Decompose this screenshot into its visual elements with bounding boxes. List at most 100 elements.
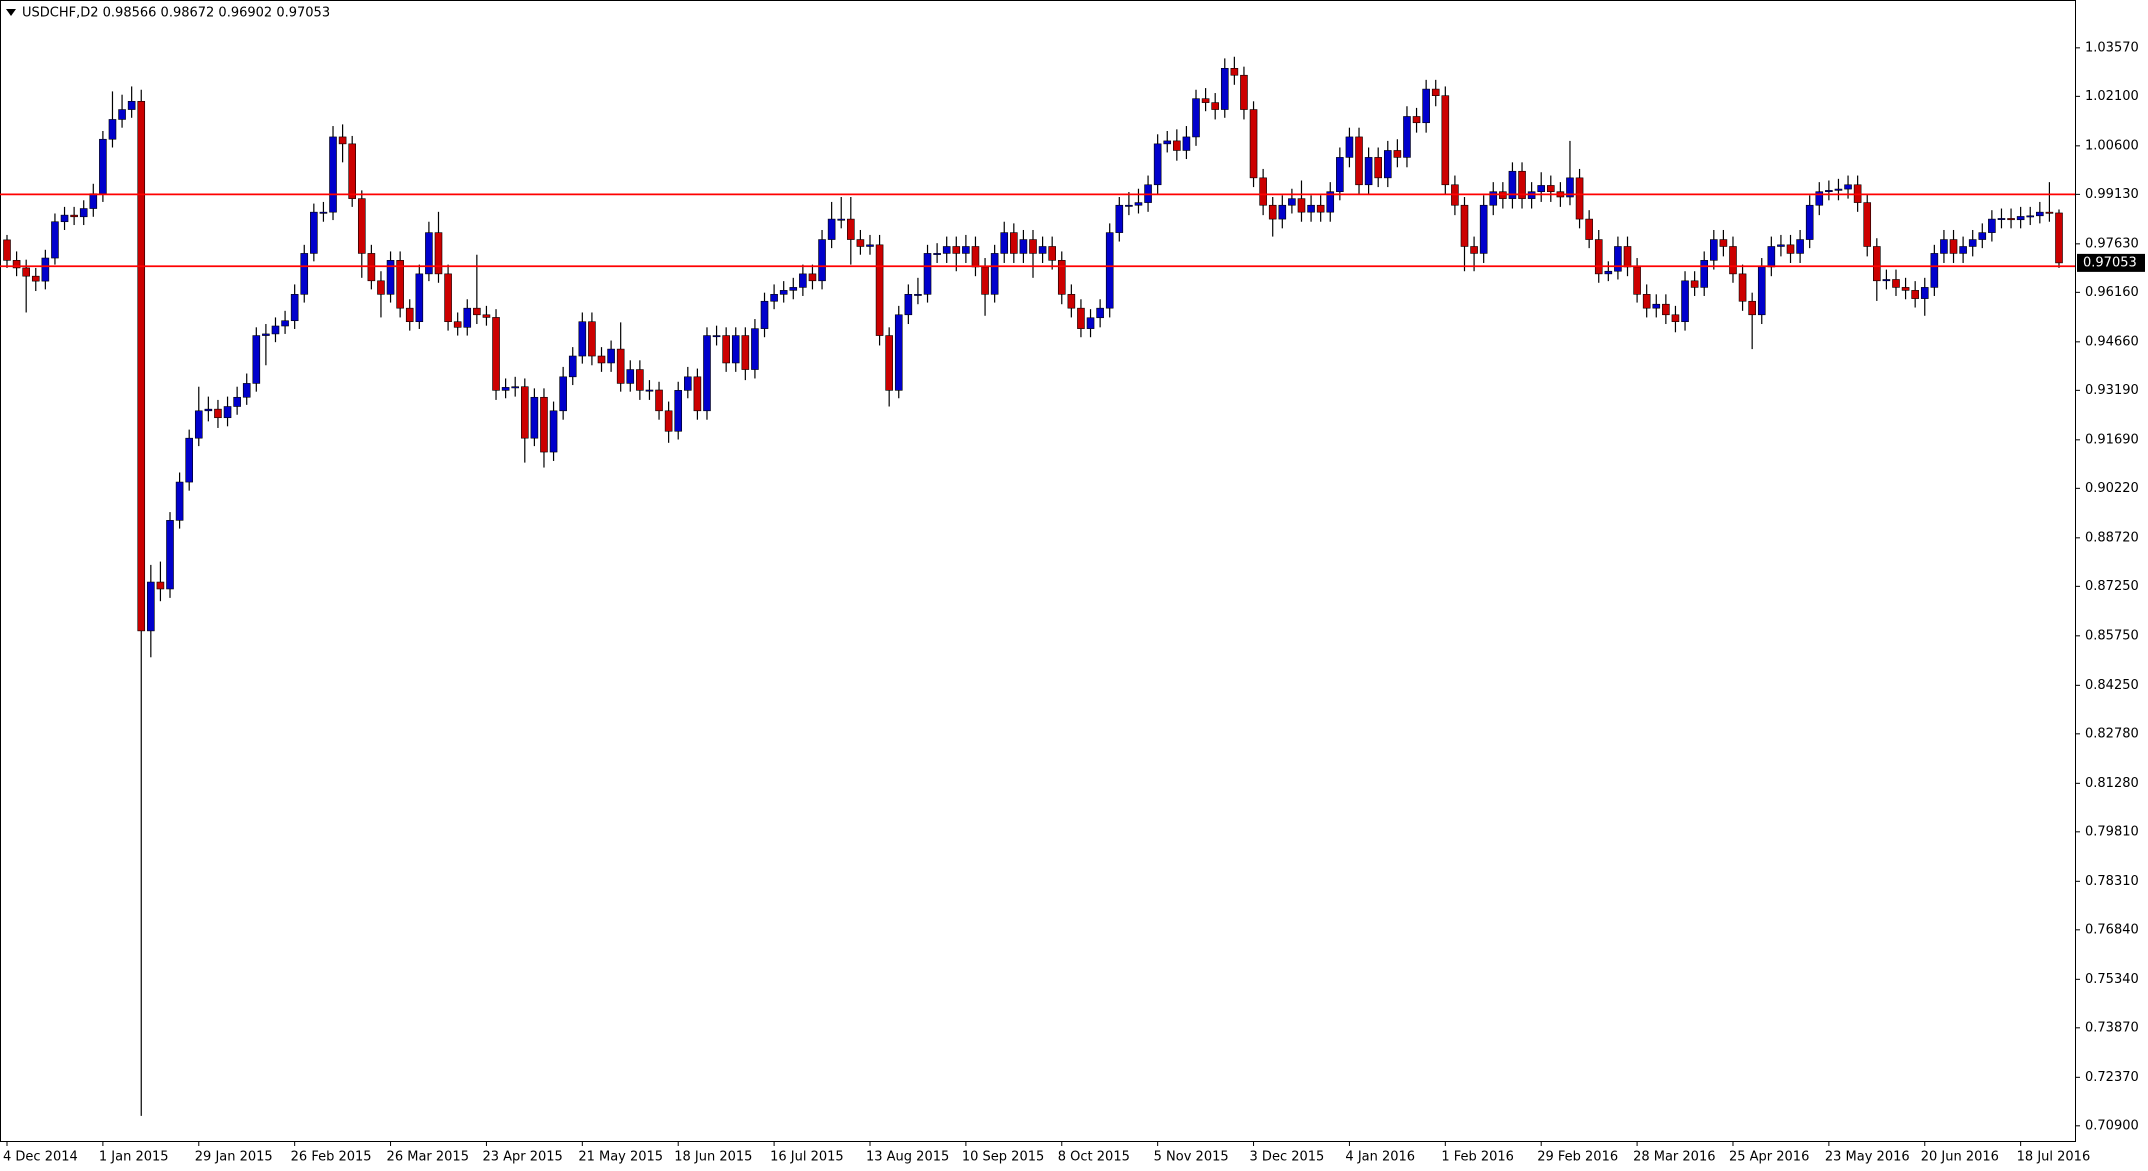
x-tick-label: 23 Apr 2015 (482, 1150, 562, 1165)
candle-body (1489, 191, 1498, 206)
candle-body (808, 273, 817, 282)
candle-body (1441, 95, 1450, 186)
candle-body (703, 335, 711, 412)
candle-body (779, 290, 788, 295)
candle-body (2055, 212, 2063, 264)
candle-body (2026, 215, 2035, 218)
candle-body (1968, 239, 1977, 247)
candle-body (204, 408, 213, 412)
candle-body (693, 376, 702, 412)
candle-body (971, 246, 980, 268)
candle-body (1537, 185, 1546, 193)
candle-body (51, 221, 59, 259)
candle-body (434, 232, 443, 275)
candle-body (473, 307, 481, 316)
candle-body (425, 232, 433, 275)
candle-body (1163, 140, 1172, 145)
candle-body (962, 246, 970, 254)
candle-body (233, 396, 241, 407)
y-tick-label: 1.02100 (2085, 89, 2139, 104)
candle-body (837, 218, 846, 221)
candle-body (127, 100, 136, 110)
y-tick-label: 0.85750 (2085, 628, 2139, 643)
candle-body (1288, 198, 1296, 206)
candle-body (271, 325, 280, 335)
candle-body (1326, 191, 1335, 213)
candle-body (1863, 202, 1872, 247)
candle-body (559, 376, 567, 412)
candle-body (1115, 204, 1124, 233)
candle-body (712, 335, 721, 338)
candle-body (1748, 300, 1756, 316)
candle-body (405, 307, 414, 323)
candle-body (1249, 109, 1258, 179)
candle-body (1038, 246, 1047, 254)
candle-body (1393, 150, 1402, 158)
candle-body (377, 280, 385, 295)
candle-body (1882, 279, 1891, 282)
y-tick-label: 0.82780 (2085, 726, 2139, 741)
candle-body (1777, 244, 1785, 247)
candle-body (1911, 290, 1919, 299)
candle-body (1268, 204, 1277, 220)
candle-body (1029, 239, 1037, 254)
y-tick-label: 1.03570 (2085, 40, 2139, 55)
candle-body (1460, 204, 1469, 247)
candle-body (741, 335, 750, 370)
candle-body (2016, 216, 2025, 221)
chart-title: USDCHF,D2 0.98566 0.98672 0.96902 0.9705… (22, 6, 330, 21)
collapse-triangle[interactable] (6, 9, 16, 16)
candle-body (310, 211, 318, 254)
candle-body (41, 257, 50, 282)
y-tick-label: 0.72370 (2085, 1070, 2139, 1085)
candle-body (1681, 280, 1689, 323)
y-tick-label: 0.97630 (2085, 236, 2139, 251)
candle-body (2036, 211, 2044, 217)
last-price-tag (2077, 253, 2145, 272)
candle-body (386, 260, 395, 295)
y-tick-label: 0.99130 (2085, 187, 2139, 202)
candle-body (1316, 204, 1325, 213)
candle-body (1614, 246, 1622, 272)
candle-body (22, 267, 30, 277)
candle-body (1220, 68, 1229, 110)
candle-body (99, 138, 107, 194)
candle-body (118, 109, 126, 120)
candle-body (1192, 98, 1200, 138)
x-tick-label: 3 Dec 2015 (1250, 1150, 1325, 1165)
candle-body (338, 136, 347, 145)
candle-body (1978, 232, 1987, 240)
last-price-label: 0.97053 (2083, 255, 2137, 270)
candle-body (290, 294, 299, 322)
candle-body (185, 437, 193, 483)
candle-body (1575, 177, 1584, 220)
y-tick-label: 0.91690 (2085, 432, 2139, 447)
candle-body (1518, 170, 1526, 199)
candle-body (942, 246, 951, 254)
x-tick-label: 16 Jul 2015 (770, 1150, 844, 1165)
x-tick-label: 29 Jan 2015 (195, 1150, 273, 1165)
candle-body (1010, 232, 1018, 254)
plot-frame (0, 0, 2076, 1142)
candle-body (568, 355, 577, 378)
x-tick-label: 26 Mar 2015 (387, 1150, 469, 1165)
candle-body (827, 218, 836, 240)
candle-body (1422, 88, 1430, 124)
candle-body (1834, 188, 1843, 191)
candle-body (492, 317, 500, 391)
candle-body (1278, 204, 1287, 220)
y-tick-label: 0.96160 (2085, 285, 2139, 300)
candle-body (1297, 198, 1306, 213)
candle-body (463, 307, 472, 328)
y-tick-label: 0.87250 (2085, 579, 2139, 594)
candle-body (1086, 317, 1095, 329)
candle-body (3, 239, 11, 261)
candle-body (981, 266, 989, 295)
candle-body (799, 273, 807, 288)
y-tick-label: 0.84250 (2085, 678, 2139, 693)
candle-body (1920, 287, 1929, 299)
candle-body (674, 390, 683, 432)
candle-body (847, 218, 855, 240)
y-tick-label: 0.70900 (2085, 1118, 2139, 1133)
candle-body (818, 239, 826, 282)
